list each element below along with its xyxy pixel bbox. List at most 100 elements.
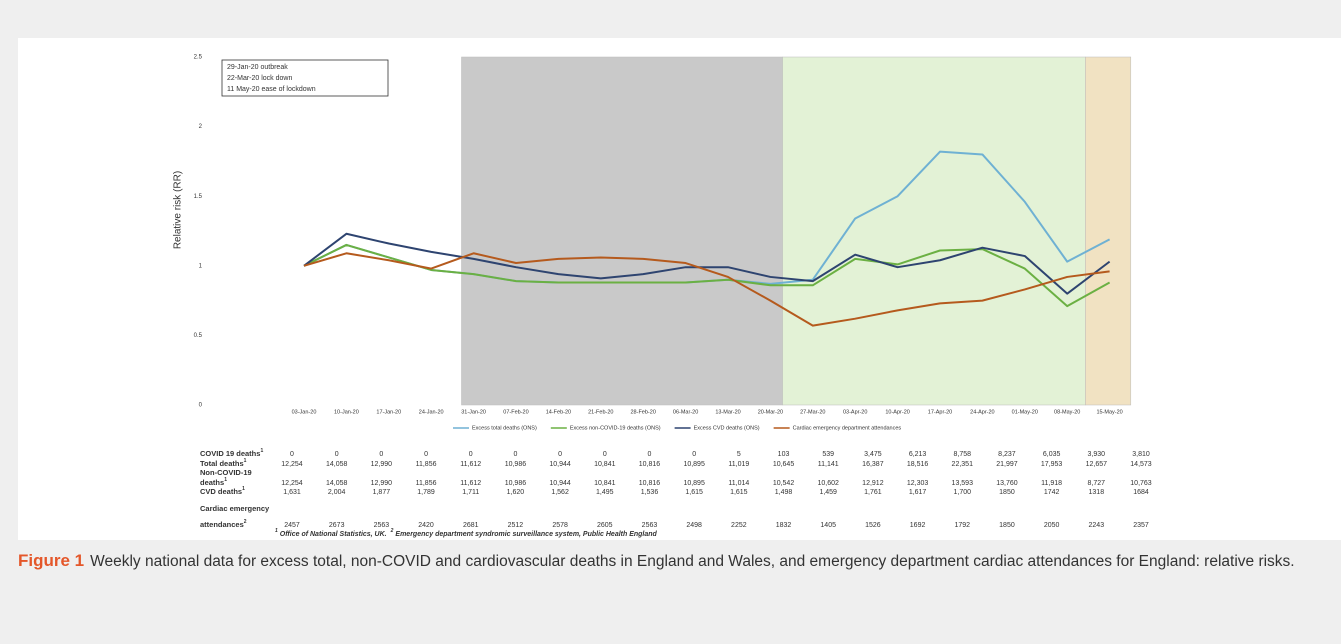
table-cell: 10,895 bbox=[683, 461, 705, 468]
table-cell: 1405 bbox=[820, 522, 836, 529]
x-tick-label: 08-May-20 bbox=[1054, 409, 1080, 415]
table-cell: 1526 bbox=[865, 522, 881, 529]
annotation-box bbox=[221, 59, 389, 97]
row-label-sup: 1 bbox=[224, 477, 227, 483]
table-cell: 17,953 bbox=[1041, 461, 1063, 468]
table-cell: 5 bbox=[737, 451, 741, 458]
table-cell: 0 bbox=[335, 451, 339, 458]
x-tick-label: 07-Feb-20 bbox=[503, 409, 528, 415]
table-cell: 2252 bbox=[731, 522, 747, 529]
row-label: Non-COVID-19 bbox=[200, 468, 252, 477]
table-cell: 0 bbox=[379, 451, 383, 458]
table-cell: 13,593 bbox=[952, 480, 974, 487]
table-cell: 10,816 bbox=[639, 480, 661, 487]
table-cell: 11,612 bbox=[460, 461, 481, 468]
table-cell: 3,810 bbox=[1132, 451, 1150, 458]
table-cell: 1,615 bbox=[685, 489, 703, 496]
period-shades bbox=[461, 56, 1132, 406]
table-cell: 1,631 bbox=[283, 489, 301, 496]
table-cell: 18,516 bbox=[907, 461, 929, 468]
table-cell: 1,536 bbox=[641, 489, 659, 496]
table-cell: 13,760 bbox=[996, 480, 1018, 487]
table-cell: 0 bbox=[603, 451, 607, 458]
row-label: COVID 19 deaths1 bbox=[200, 448, 263, 458]
legend-label: Excess CVD deaths (ONS) bbox=[694, 425, 760, 431]
x-tick-label: 15-May-20 bbox=[1096, 409, 1122, 415]
table-cell: 10,986 bbox=[505, 480, 527, 487]
table-cell: 2681 bbox=[463, 522, 479, 529]
table-cell: 3,930 bbox=[1088, 451, 1106, 458]
x-tick-label: 03-Jan-20 bbox=[292, 409, 317, 415]
x-tick-label: 10-Apr-20 bbox=[885, 409, 909, 415]
table-cell: 10,944 bbox=[549, 480, 571, 487]
table-cell: 2605 bbox=[597, 522, 613, 529]
table-cell: 2512 bbox=[508, 522, 524, 529]
x-tick-label: 17-Jan-20 bbox=[376, 409, 401, 415]
table-cell: 11,014 bbox=[728, 480, 749, 487]
y-tick-label: 0 bbox=[199, 403, 203, 409]
table-cell: 11,019 bbox=[728, 461, 749, 468]
table-cell: 3,475 bbox=[864, 451, 882, 458]
table-cell: 16,387 bbox=[862, 461, 884, 468]
table-cell: 1,459 bbox=[819, 489, 837, 496]
y-tick-label: 1.5 bbox=[194, 194, 203, 200]
series-line bbox=[303, 252, 1110, 327]
table-cell: 1,495 bbox=[596, 489, 614, 496]
table-cell: 11,918 bbox=[1041, 480, 1062, 487]
x-tick-label: 24-Apr-20 bbox=[970, 409, 994, 415]
table-cell: 2563 bbox=[374, 522, 390, 529]
footnote-sup: 1 bbox=[275, 528, 278, 534]
table-cell: 10,895 bbox=[683, 480, 705, 487]
x-tick-label: 14-Feb-20 bbox=[546, 409, 571, 415]
table-cell: 0 bbox=[558, 451, 562, 458]
table-cell: 12,254 bbox=[281, 461, 303, 468]
row-label: deaths1 bbox=[200, 477, 227, 487]
x-tick-label: 10-Jan-20 bbox=[334, 409, 359, 415]
footnote-text: Office of National Statistics, UK. bbox=[280, 531, 387, 538]
caption-label: Figure 1 bbox=[18, 551, 85, 570]
row-label-sup: 1 bbox=[242, 486, 245, 492]
table-cell: 1,615 bbox=[730, 489, 748, 496]
table-cell: 1792 bbox=[954, 522, 970, 529]
x-tick-label: 20-Mar-20 bbox=[758, 409, 783, 415]
x-tick-label: 27-Mar-20 bbox=[800, 409, 825, 415]
y-tick-label: 2 bbox=[199, 124, 203, 130]
x-tick-label: 31-Jan-20 bbox=[461, 409, 486, 415]
caption-text: Weekly national data for excess total, n… bbox=[90, 553, 1295, 570]
table-cell: 0 bbox=[692, 451, 696, 458]
table-cell: 2357 bbox=[1133, 522, 1149, 529]
table-cell: 14,573 bbox=[1130, 461, 1152, 468]
table-cell: 10,602 bbox=[817, 480, 839, 487]
table-cell: 12,990 bbox=[371, 480, 393, 487]
table-cell: 2050 bbox=[1044, 522, 1060, 529]
annotation-text: 29-Jan-20 outbreak bbox=[227, 64, 288, 71]
table-cell: 1850 bbox=[999, 522, 1015, 529]
table-cell: 0 bbox=[424, 451, 428, 458]
table-cell: 10,841 bbox=[594, 480, 616, 487]
table-cell: 14,058 bbox=[326, 480, 348, 487]
y-tick-label: 2.5 bbox=[194, 55, 203, 61]
table-cell: 12,657 bbox=[1086, 461, 1108, 468]
table-cell: 1692 bbox=[910, 522, 926, 529]
table-cell: 2578 bbox=[552, 522, 568, 529]
table-cell: 0 bbox=[469, 451, 473, 458]
table-cell: 10,841 bbox=[594, 461, 616, 468]
table-cell: 10,816 bbox=[639, 461, 661, 468]
table-cell: 6,213 bbox=[909, 451, 927, 458]
table-cell: 11,612 bbox=[460, 480, 481, 487]
table-cell: 1318 bbox=[1089, 489, 1105, 496]
table-cell: 8,758 bbox=[953, 451, 971, 458]
figure-panel: Relative risk (RR) 29-Jan-20 outbreak 22-… bbox=[18, 38, 1341, 540]
table-cell: 10,645 bbox=[773, 461, 795, 468]
row-label: Total deaths1 bbox=[200, 458, 247, 468]
table-cell: 14,058 bbox=[326, 461, 348, 468]
table-cell: 12,303 bbox=[907, 480, 929, 487]
y-axis-label: Relative risk (RR) bbox=[173, 171, 184, 249]
x-tick-label: 28-Feb-20 bbox=[631, 409, 656, 415]
table-cell: 1,562 bbox=[551, 489, 569, 496]
table-cell: 2457 bbox=[284, 522, 300, 529]
table-cell: 10,542 bbox=[773, 480, 795, 487]
table-cell: 1742 bbox=[1044, 489, 1060, 496]
x-tick-label: 17-Apr-20 bbox=[928, 409, 952, 415]
